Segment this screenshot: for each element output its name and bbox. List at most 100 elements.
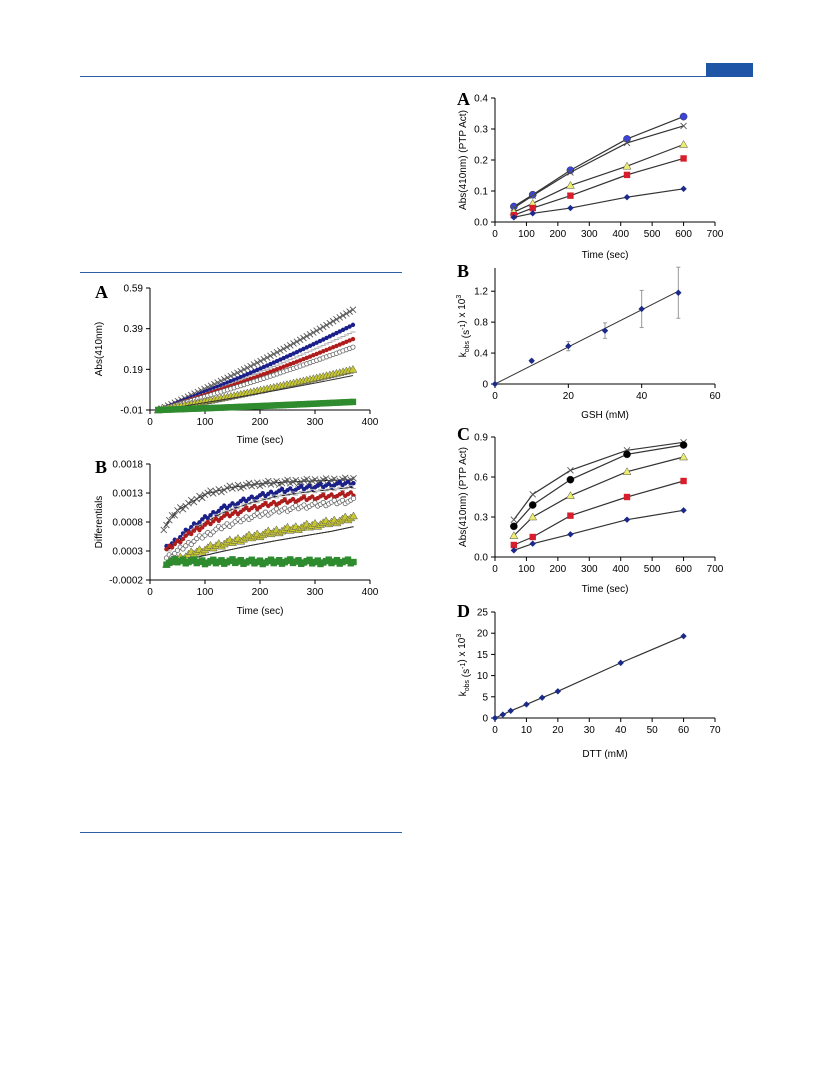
data-point <box>307 354 313 359</box>
x-tick-label: 20 <box>552 725 564 736</box>
panel-letter: C <box>457 424 470 444</box>
data-point <box>247 403 254 410</box>
data-point <box>343 310 350 317</box>
data-point <box>252 503 257 509</box>
data-point <box>240 366 248 373</box>
y-axis-label: Abs(410nm) (PTP Act) <box>458 110 469 210</box>
x-tick-label: 0 <box>147 587 153 598</box>
x-tick-label: 200 <box>550 229 567 240</box>
data-point <box>296 336 304 344</box>
panel-letter: A <box>95 282 108 302</box>
data-point <box>190 556 198 563</box>
data-point <box>286 341 294 349</box>
series-4 <box>510 507 687 554</box>
data-point <box>181 405 188 413</box>
data-point <box>567 192 574 199</box>
x-tick-label: 100 <box>518 229 535 240</box>
data-point <box>299 483 304 489</box>
trace-line <box>166 526 354 566</box>
data-point <box>188 541 194 547</box>
x-tick-label: 300 <box>581 229 598 240</box>
data-point <box>161 406 169 413</box>
data-point <box>281 364 286 369</box>
data-point <box>178 540 183 545</box>
series-5 <box>162 511 358 568</box>
data-point <box>201 405 208 412</box>
y-tick-label: 0.59 <box>124 284 144 295</box>
data-point <box>330 332 336 337</box>
data-point <box>565 342 572 350</box>
data-point <box>680 507 687 514</box>
data-point <box>233 509 238 514</box>
data-point <box>347 324 352 329</box>
data-point <box>280 345 287 353</box>
x-axis-label: GSH (mM) <box>581 410 629 421</box>
x-tick-label: 0 <box>492 229 498 240</box>
y-tick-label: 0.3 <box>474 513 488 524</box>
data-point <box>283 343 291 351</box>
data-point <box>254 402 261 410</box>
data-point <box>202 522 208 527</box>
data-point <box>200 517 205 522</box>
data-point <box>339 497 346 503</box>
data-point <box>261 371 267 377</box>
data-point <box>679 452 689 461</box>
data-point <box>320 400 327 407</box>
x-tick-label: 0 <box>492 391 498 402</box>
data-point <box>274 367 280 372</box>
data-point <box>316 325 324 333</box>
data-point <box>168 511 176 519</box>
data-point <box>279 486 285 492</box>
data-point <box>273 402 281 409</box>
data-point <box>237 557 244 564</box>
panel-letter: D <box>457 601 470 621</box>
y-tick-label: 20 <box>477 629 489 640</box>
data-point <box>270 350 278 358</box>
data-point <box>245 372 250 377</box>
data-point <box>510 214 518 221</box>
figure-bottom-rule <box>80 832 402 833</box>
data-point <box>290 496 296 502</box>
x-tick-label: 20 <box>563 391 575 402</box>
data-point <box>340 327 346 333</box>
data-point <box>263 500 268 506</box>
data-point <box>326 481 331 486</box>
y-axis-label: Abs(410nm) <box>94 322 105 376</box>
data-point <box>191 528 197 533</box>
data-point <box>224 404 231 411</box>
data-point <box>188 405 195 412</box>
data-point <box>623 493 631 501</box>
data-point <box>172 541 177 547</box>
data-point <box>258 373 263 378</box>
data-point <box>601 327 609 334</box>
chart-panel-0: A 0 100 200 300 400 -0.01 0.19 0.39 0.59 Time (sec… <box>94 282 379 446</box>
data-point <box>337 479 342 485</box>
data-point <box>567 512 574 519</box>
data-point <box>345 479 351 484</box>
data-point <box>248 556 255 563</box>
series-1 <box>164 479 356 550</box>
data-point <box>323 321 330 329</box>
y-tick-label: 0.1 <box>474 187 488 198</box>
data-point <box>529 491 537 498</box>
data-point <box>244 403 251 410</box>
data-point <box>679 441 688 449</box>
data-point <box>310 329 317 336</box>
series-line <box>513 441 684 521</box>
data-point <box>567 169 574 176</box>
chart-panel-4: C 0 100 200 300 400 500 600 700 0.0 0.3 0.6 0.9 Time … <box>457 424 724 595</box>
series-line <box>494 635 684 719</box>
data-point <box>293 401 301 408</box>
data-point <box>339 312 347 319</box>
data-point <box>510 522 518 531</box>
data-point <box>567 204 574 212</box>
data-point <box>346 398 353 406</box>
y-tick-label: 0.2 <box>474 156 488 167</box>
x-tick-label: 30 <box>584 725 596 736</box>
y-tick-label: -0.0002 <box>109 576 143 587</box>
y-tick-label: 0.3 <box>474 125 488 136</box>
data-point <box>344 556 352 563</box>
data-point <box>313 400 320 407</box>
data-point <box>623 516 631 523</box>
series-0 <box>491 632 687 722</box>
